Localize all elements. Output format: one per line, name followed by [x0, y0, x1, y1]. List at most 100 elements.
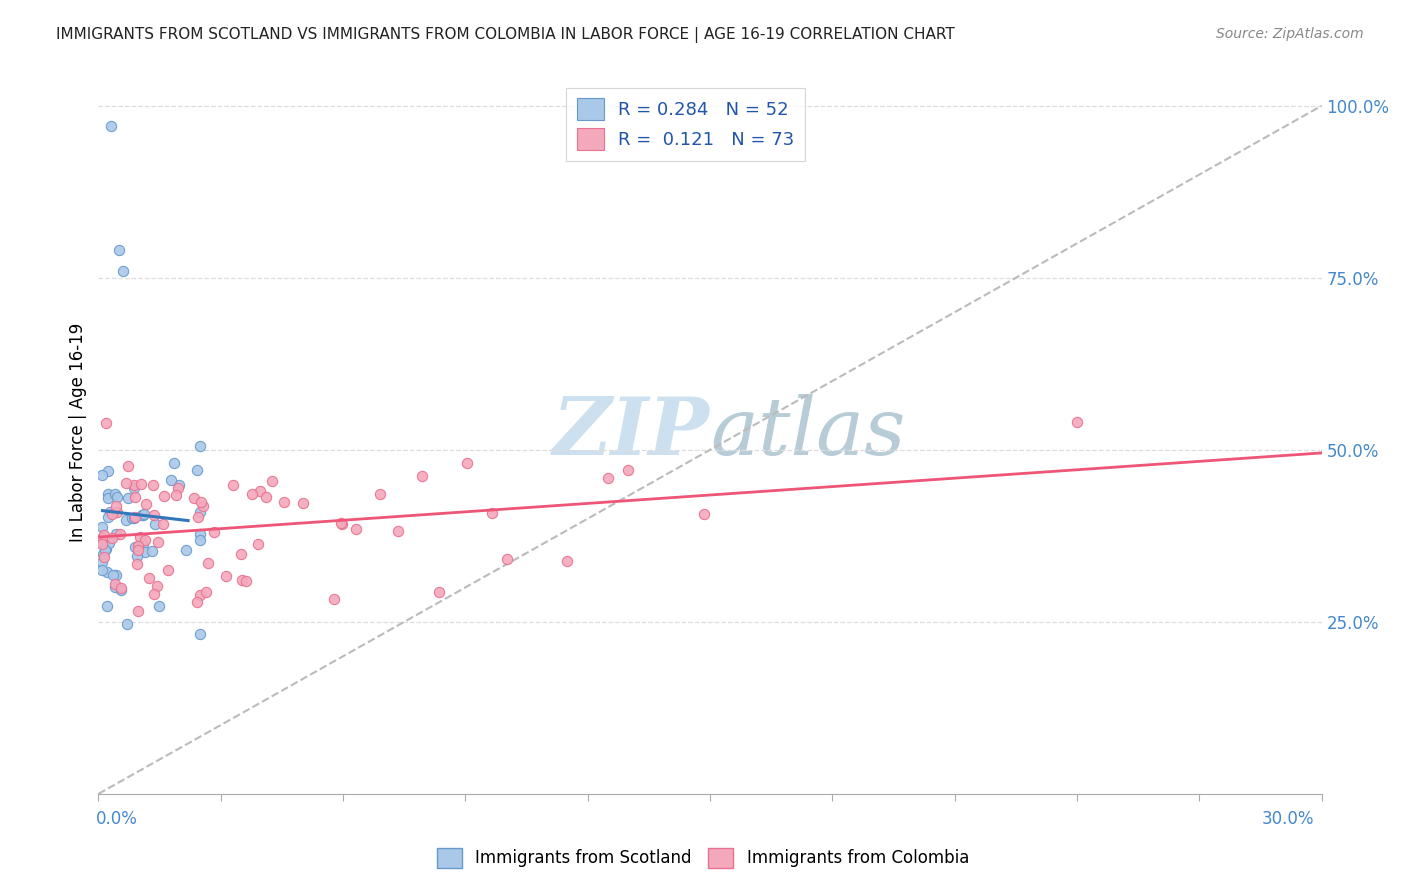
Point	[101, 507, 124, 521]
Point	[330, 516, 353, 531]
Point	[188, 533, 212, 547]
Point	[105, 490, 128, 504]
Point	[117, 491, 139, 506]
Point	[110, 583, 132, 598]
Point	[368, 487, 391, 501]
Text: IMMIGRANTS FROM SCOTLAND VS IMMIGRANTS FROM COLOMBIA IN LABOR FORCE | AGE 16-19 : IMMIGRANTS FROM SCOTLAND VS IMMIGRANTS F…	[56, 27, 955, 43]
Text: 0.0%: 0.0%	[96, 810, 138, 828]
Point	[111, 264, 134, 278]
Point	[127, 543, 149, 558]
Point	[160, 474, 183, 488]
Point	[124, 540, 146, 554]
Point	[187, 510, 209, 524]
Point	[235, 574, 257, 589]
Point	[555, 554, 578, 568]
Point	[142, 508, 165, 522]
Point	[98, 535, 121, 549]
Point	[329, 516, 352, 531]
Point	[97, 464, 120, 478]
Point	[97, 509, 120, 524]
Point	[93, 549, 115, 564]
Point	[148, 599, 170, 613]
Point	[100, 120, 122, 134]
Point	[94, 417, 117, 431]
Point	[94, 543, 117, 558]
Point	[617, 463, 640, 477]
Point	[231, 547, 253, 561]
Point	[108, 244, 131, 258]
Point	[169, 478, 191, 492]
Point	[91, 519, 114, 533]
Point	[115, 513, 138, 527]
Point	[411, 469, 433, 483]
Point	[183, 491, 205, 505]
Point	[104, 577, 127, 591]
Point	[163, 456, 186, 470]
Point	[121, 510, 143, 524]
Text: 30.0%: 30.0%	[1263, 810, 1315, 828]
Point	[129, 477, 152, 491]
Legend: R = 0.284   N = 52, R =  0.121   N = 73: R = 0.284 N = 52, R = 0.121 N = 73	[565, 87, 806, 161]
Point	[104, 581, 127, 595]
Point	[131, 508, 153, 522]
Point	[188, 626, 212, 640]
Point	[122, 478, 145, 492]
Point	[195, 585, 218, 599]
Point	[128, 531, 150, 545]
Point	[141, 544, 163, 558]
Point	[221, 478, 243, 492]
Point	[122, 482, 145, 496]
Point	[104, 487, 127, 501]
Point	[165, 488, 187, 502]
Point	[101, 531, 124, 545]
Point	[152, 516, 174, 531]
Point	[260, 474, 283, 488]
Point	[117, 458, 139, 473]
Point	[143, 587, 166, 601]
Point	[693, 507, 716, 521]
Point	[249, 483, 271, 498]
Text: ZIP: ZIP	[553, 394, 710, 471]
Text: atlas: atlas	[710, 394, 905, 471]
Point	[105, 526, 128, 541]
Point	[481, 506, 503, 520]
Point	[596, 471, 619, 485]
Point	[105, 505, 128, 519]
Point	[292, 495, 315, 509]
Point	[91, 555, 114, 569]
Point	[138, 571, 160, 585]
Point	[231, 574, 253, 588]
Point	[190, 588, 212, 602]
Text: Source: ZipAtlas.com: Source: ZipAtlas.com	[1216, 27, 1364, 41]
Point	[322, 591, 344, 606]
Point	[1066, 415, 1088, 429]
Point	[197, 557, 219, 571]
Point	[427, 584, 450, 599]
Point	[101, 567, 124, 582]
Point	[387, 524, 409, 538]
Point	[127, 558, 149, 572]
Point	[254, 490, 277, 504]
Point	[127, 539, 149, 553]
Legend: Immigrants from Scotland, Immigrants from Colombia: Immigrants from Scotland, Immigrants fro…	[430, 841, 976, 875]
Point	[496, 552, 519, 566]
Point	[344, 522, 367, 536]
Point	[91, 536, 114, 550]
Point	[91, 536, 114, 550]
Point	[134, 545, 156, 559]
Point	[153, 489, 176, 503]
Point	[115, 616, 138, 631]
Point	[246, 536, 269, 550]
Point	[105, 568, 128, 582]
Point	[202, 525, 225, 540]
Point	[96, 566, 118, 580]
Point	[110, 581, 132, 595]
Point	[132, 508, 155, 523]
Point	[127, 604, 149, 618]
Point	[108, 526, 131, 541]
Point	[215, 569, 238, 583]
Point	[273, 495, 295, 509]
Point	[91, 468, 114, 483]
Point	[94, 541, 117, 556]
Point	[188, 526, 212, 541]
